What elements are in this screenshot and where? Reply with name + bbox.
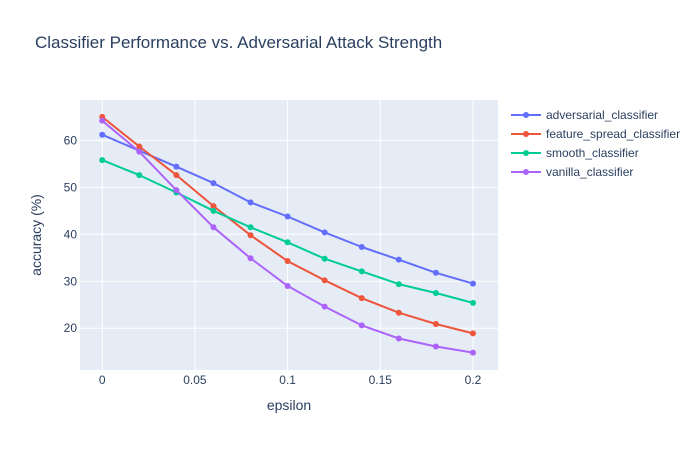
data-point [136,148,143,155]
data-point [469,330,476,337]
data-point [358,243,365,250]
x-axis-ticks: 0 0.05 0.1 0.15 0.2 [99,373,482,387]
series-vanilla_classifier [99,117,476,356]
legend-item[interactable]: vanilla_classifier [511,165,633,179]
x-tick-label: 0.15 [369,373,393,387]
data-point [136,172,143,179]
data-point [173,172,180,179]
data-point [321,255,328,262]
x-axis-title: epsilon [267,397,311,413]
chart-title: Classifier Performance vs. Adversarial A… [35,33,443,52]
legend-item[interactable]: feature_spread_classifier [511,127,680,141]
y-tick-label: 30 [64,274,78,288]
data-point [358,322,365,329]
legend: adversarial_classifier feature_spread_cla… [511,108,680,179]
data-point [321,303,328,310]
data-point [99,131,106,138]
data-point [284,282,291,289]
x-tick-label: 0 [99,373,106,387]
data-point [173,187,180,194]
legend-label: feature_spread_classifier [546,127,680,141]
data-point [247,199,254,206]
data-point [358,268,365,275]
legend-item[interactable]: smooth_classifier [511,146,639,160]
y-tick-label: 20 [64,321,78,335]
data-point [210,203,217,210]
y-tick-label: 60 [64,133,78,147]
data-point [469,280,476,287]
y-tick-label: 50 [64,180,78,194]
legend-swatch-marker [523,112,529,118]
plot-area [80,100,498,370]
data-point [173,163,180,170]
data-point [321,229,328,236]
legend-swatch-marker [523,150,529,156]
data-point [210,224,217,231]
legend-label: smooth_classifier [546,146,639,160]
data-point [432,269,439,276]
data-point [210,207,217,214]
x-tick-label: 0.2 [465,373,482,387]
data-point [395,335,402,342]
series-layer [99,113,476,356]
y-axis-title: accuracy (%) [28,194,44,276]
data-point [432,320,439,327]
series-smooth_classifier [99,157,476,306]
data-point [432,289,439,296]
data-point [469,349,476,356]
data-point [395,281,402,288]
data-point [247,224,254,231]
data-point [432,343,439,350]
legend-label: vanilla_classifier [546,165,633,179]
data-point [99,157,106,164]
data-point [358,295,365,302]
x-tick-label: 0.05 [183,373,207,387]
data-point [469,299,476,306]
series-feature_spread_classifier [99,113,476,337]
data-point [395,256,402,263]
y-tick-label: 40 [64,227,78,241]
x-tick-label: 0.1 [279,373,296,387]
y-axis-ticks: 20 30 40 50 60 [64,133,78,335]
data-point [284,258,291,265]
data-point [321,277,328,284]
legend-item[interactable]: adversarial_classifier [511,108,658,122]
legend-swatch-marker [523,169,529,175]
data-point [395,309,402,316]
data-point [247,255,254,262]
data-point [284,213,291,220]
legend-label: adversarial_classifier [546,108,658,122]
data-point [247,232,254,239]
data-point [284,239,291,246]
data-point [99,117,106,124]
data-point [210,180,217,187]
grid-lines [80,100,498,370]
data-point [136,143,143,150]
legend-swatch-marker [523,131,529,137]
